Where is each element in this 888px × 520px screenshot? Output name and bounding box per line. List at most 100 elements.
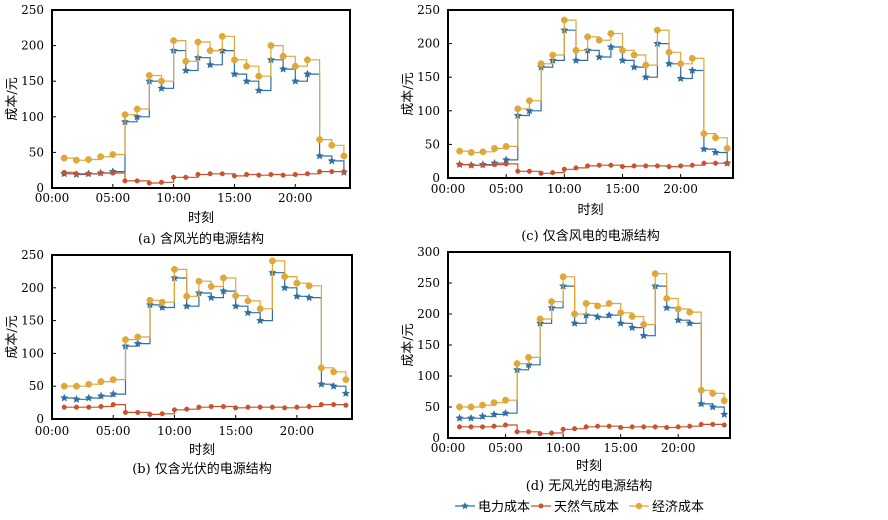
plot-frame	[447, 251, 731, 439]
y-tick-label: 0	[36, 181, 44, 195]
series-line	[64, 50, 345, 176]
series-3	[456, 270, 728, 411]
data-point	[526, 168, 532, 174]
x-tick-label: 10:00	[546, 441, 581, 455]
x-tick-label: 05:00	[96, 424, 131, 438]
data-point	[456, 424, 463, 430]
data-point	[303, 56, 311, 64]
data-point	[666, 164, 672, 170]
data-point	[664, 59, 674, 68]
data-point	[331, 402, 337, 408]
data-point	[96, 391, 106, 400]
data-point	[72, 394, 81, 403]
data-point	[686, 308, 694, 316]
y-tick-label: 150	[417, 70, 440, 84]
data-point	[317, 379, 326, 388]
data-point	[146, 296, 154, 304]
y-tick-label: 200	[21, 281, 44, 295]
data-point	[689, 162, 695, 168]
series-2	[61, 402, 349, 417]
data-point	[121, 111, 129, 119]
data-point	[513, 360, 521, 368]
x-axis-label: 时刻	[189, 443, 215, 458]
legend-label: 电力成本	[478, 500, 530, 515]
data-point	[60, 393, 69, 402]
data-point	[605, 300, 613, 307]
series-2	[457, 160, 730, 176]
data-point	[640, 321, 648, 328]
data-point	[170, 37, 178, 45]
y-tick-label: 0	[432, 171, 440, 185]
y-tick-label: 150	[417, 338, 440, 352]
x-tick-label: 10:00	[156, 191, 191, 205]
data-point	[327, 156, 336, 165]
series-line	[459, 19, 728, 154]
data-point	[72, 156, 80, 164]
data-point	[549, 51, 557, 59]
y-tick-label: 200	[417, 37, 440, 51]
data-point	[343, 402, 349, 408]
data-point	[698, 421, 704, 427]
data-point	[170, 265, 178, 273]
data-point	[306, 403, 312, 410]
y-tick-label: 0	[432, 431, 440, 445]
data-point	[627, 323, 637, 332]
plot-frame	[51, 254, 353, 420]
data-point	[675, 424, 681, 430]
data-point	[536, 315, 544, 323]
x-axis-label: 时刻	[576, 459, 602, 474]
data-point	[721, 422, 727, 428]
data-point	[219, 286, 228, 295]
data-point	[133, 105, 141, 113]
y-tick-label: 50	[29, 379, 44, 393]
data-point	[630, 51, 638, 59]
data-point	[537, 60, 545, 68]
data-point	[315, 151, 324, 160]
data-point	[135, 409, 141, 415]
data-point	[194, 38, 202, 46]
data-point	[723, 144, 731, 152]
data-point	[255, 72, 263, 80]
data-point	[583, 424, 589, 430]
legend-marker	[461, 502, 469, 510]
data-point	[108, 389, 118, 398]
data-point	[97, 153, 105, 161]
data-point	[559, 273, 567, 281]
data-point	[570, 318, 579, 327]
data-point	[73, 382, 80, 390]
data-point	[157, 303, 167, 312]
data-point	[109, 376, 117, 384]
data-point	[711, 148, 720, 157]
chart-panel-4: 0 50 100 150 200 250 300 00:00 05:00 10:00 15:00 20…	[401, 245, 731, 494]
x-tick-label: 20:00	[661, 441, 696, 455]
data-point	[269, 404, 275, 410]
data-point	[456, 403, 463, 411]
data-point	[134, 178, 140, 184]
data-point	[629, 62, 639, 71]
x-tick-label: 00:00	[431, 441, 466, 455]
data-point	[282, 405, 288, 411]
data-point	[304, 171, 310, 177]
data-point	[341, 388, 351, 398]
data-point	[594, 302, 602, 310]
data-point	[342, 376, 350, 384]
data-point	[708, 402, 717, 411]
data-point	[466, 413, 476, 422]
data-point	[158, 179, 165, 185]
data-point	[595, 36, 603, 44]
data-point	[550, 170, 556, 176]
data-point	[606, 423, 612, 429]
data-point	[526, 429, 532, 435]
data-point	[608, 162, 614, 168]
panel-caption: (b) 仅含光伏的电源结构	[132, 461, 272, 477]
data-point	[280, 172, 286, 178]
data-point	[618, 424, 624, 431]
data-point	[489, 409, 499, 419]
data-point	[687, 423, 693, 429]
data-point	[280, 283, 289, 292]
y-tick-label: 50	[425, 400, 440, 414]
data-point	[651, 270, 659, 278]
data-point	[184, 406, 190, 412]
data-point	[329, 381, 338, 390]
data-point	[254, 86, 264, 95]
